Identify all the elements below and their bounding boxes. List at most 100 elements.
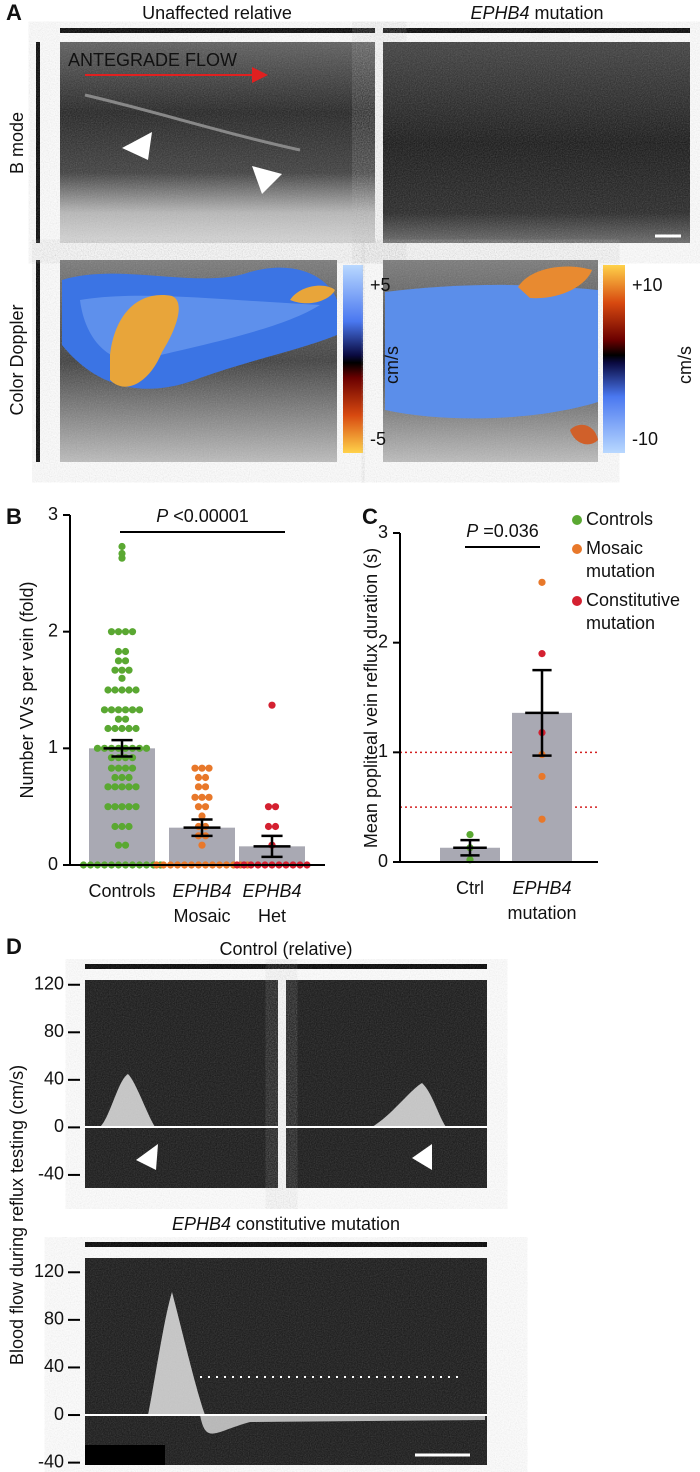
x-tick-label: mutation	[507, 903, 576, 923]
data-point	[118, 554, 126, 562]
data-point	[125, 686, 133, 694]
data-point	[104, 783, 112, 791]
y-tick-label: 3	[48, 504, 58, 524]
y-tick-label: 0	[54, 1116, 64, 1136]
x-tick-label: Mosaic	[173, 906, 230, 926]
data-point	[121, 841, 130, 849]
doppler-reflux	[518, 266, 592, 299]
data-point	[114, 715, 123, 723]
data-point	[191, 793, 199, 801]
y-tick-label: 80	[44, 1021, 64, 1041]
doppler-reflux	[570, 424, 598, 445]
data-point	[271, 803, 280, 811]
colorbar-label: -10	[632, 429, 658, 449]
data-point	[198, 793, 206, 801]
plot-title-part: Control (relative)	[219, 939, 352, 959]
data-point	[125, 773, 133, 782]
legend-label: Controls	[586, 509, 654, 529]
arrowhead-marker	[136, 1144, 158, 1170]
data-point	[121, 764, 130, 772]
data-point	[194, 803, 203, 811]
data-point	[118, 686, 126, 694]
data-point	[118, 542, 126, 551]
data-point	[114, 706, 123, 714]
data-point	[125, 783, 133, 791]
data-point	[201, 773, 210, 782]
data-point	[114, 841, 123, 849]
data-point	[118, 666, 126, 674]
data-point	[201, 783, 210, 791]
data-point	[264, 803, 273, 811]
image-noise	[383, 42, 690, 243]
column-title-part: Unaffected relative	[142, 3, 292, 23]
y-tick-label: 0	[378, 851, 388, 871]
data-point	[118, 674, 126, 682]
panel-letter: D	[6, 934, 22, 959]
data-point	[107, 764, 116, 772]
data-point	[128, 706, 137, 714]
column-title-part: mutation	[534, 3, 603, 23]
title-bar	[85, 964, 487, 969]
image-noise	[85, 980, 278, 1188]
data-point	[128, 764, 137, 772]
column-bar	[60, 28, 375, 33]
data-point	[111, 773, 119, 782]
y-tick-label: 0	[48, 854, 58, 874]
y-tick-label: 80	[44, 1309, 64, 1329]
arrowhead-marker	[122, 132, 152, 160]
waveform	[372, 1083, 446, 1127]
legend-swatch	[572, 544, 582, 554]
arrowhead-marker	[412, 1144, 432, 1170]
x-tick-label: Het	[258, 906, 286, 926]
y-tick-label: -40	[38, 1451, 64, 1471]
data-point	[111, 724, 119, 733]
data-point	[268, 701, 276, 709]
data-point	[201, 803, 210, 811]
waveform	[200, 1415, 485, 1434]
data-point	[121, 657, 130, 665]
data-point	[264, 822, 273, 831]
p-value-part: <0.00001	[173, 506, 249, 526]
data-point	[111, 666, 119, 674]
data-point	[125, 822, 133, 831]
data-point	[121, 647, 130, 656]
data-point	[538, 815, 546, 823]
y-tick-label: 120	[34, 974, 64, 994]
data-point	[125, 724, 133, 733]
x-tick-label: Ctrl	[456, 878, 484, 898]
data-point	[194, 783, 203, 791]
data-point	[104, 724, 112, 733]
image-noise	[85, 1258, 487, 1465]
panel-letter: A	[6, 0, 22, 25]
column-title: Unaffected relative	[142, 3, 292, 23]
arrowhead-marker	[252, 166, 282, 194]
data-point	[107, 706, 116, 714]
colorbar-unit: cm/s	[382, 346, 402, 384]
data-point	[93, 744, 102, 752]
data-point	[104, 803, 112, 811]
data-point	[205, 793, 213, 801]
y-tick-label: 2	[48, 620, 58, 640]
x-tick-label: EPHB4	[242, 881, 301, 901]
colorbar-label: +10	[632, 275, 663, 295]
row-bar	[36, 42, 40, 243]
data-point	[114, 647, 123, 656]
p-value-part: P	[156, 506, 168, 526]
legend-swatch	[572, 515, 582, 525]
plot-title-part: constitutive mutation	[236, 1214, 400, 1234]
y-axis-label: Blood flow during reflux testing (cm/s)	[7, 1065, 27, 1365]
p-value: P =0.036	[466, 521, 539, 541]
row-label: B mode	[7, 112, 27, 174]
p-value-part: P	[466, 521, 478, 541]
data-point	[121, 706, 130, 714]
doppler-reflux	[290, 285, 335, 304]
data-point	[104, 686, 112, 694]
data-point	[132, 783, 140, 791]
data-point	[107, 628, 116, 636]
image-noise	[60, 42, 375, 243]
data-point	[538, 578, 546, 586]
data-point	[198, 764, 206, 772]
colorbar	[343, 265, 363, 453]
legend-item: Mosaic mutation	[572, 537, 700, 583]
